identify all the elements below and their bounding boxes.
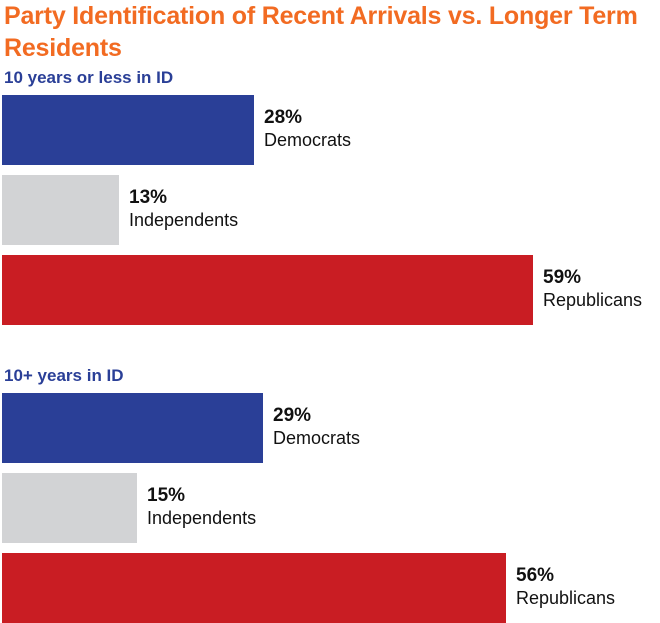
bar-value-label: 28% xyxy=(264,107,303,128)
bar-category-label: Republicans xyxy=(516,588,616,608)
bar-category-label: Democrats xyxy=(273,428,361,448)
bar-category-label: Independents xyxy=(147,508,257,528)
bar-value-label: 13% xyxy=(129,187,168,208)
group-label: 10+ years in ID xyxy=(4,366,124,385)
bar-category-label: Independents xyxy=(129,210,239,230)
bar-republicans xyxy=(2,553,506,623)
bar-democrats xyxy=(2,95,254,165)
bar-value-label: 56% xyxy=(516,565,555,586)
bar-independents xyxy=(2,473,137,543)
bar-value-label: 29% xyxy=(273,405,312,426)
bar-republicans xyxy=(2,255,533,325)
chart-title: Party Identification of Recent Arrivals … xyxy=(4,2,638,62)
group-label: 10 years or less in ID xyxy=(4,68,174,87)
bar-value-label: 59% xyxy=(543,267,582,288)
bar-independents xyxy=(2,175,119,245)
bar-value-label: 15% xyxy=(147,485,186,506)
bar-category-label: Republicans xyxy=(543,290,643,310)
bar-democrats xyxy=(2,393,263,463)
bar-category-label: Democrats xyxy=(264,130,352,150)
